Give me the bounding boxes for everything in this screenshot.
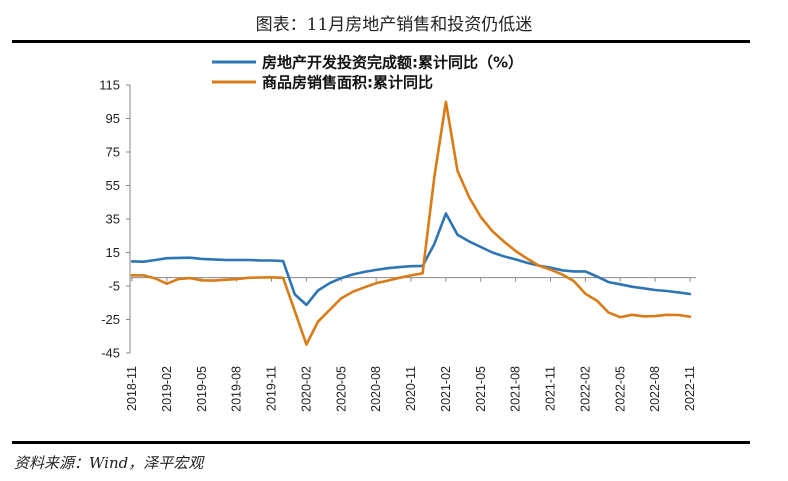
series-line-1 (130, 212, 692, 307)
legend: 房地产开发投资完成额:累计同比（%） 商品房销售面积:累计同比 (212, 54, 523, 92)
x-tick-label: 2018-11 (125, 366, 139, 411)
legend-label-1: 房地产开发投资完成额:累计同比（%） (262, 54, 523, 72)
x-tick-label: 2020-05 (334, 366, 348, 412)
series-group (130, 100, 692, 346)
x-tick-label: 2019-11 (265, 366, 279, 411)
x-tick-label: 2020-08 (369, 366, 383, 412)
x-tick-label: 2022-05 (613, 366, 627, 412)
y-tick-label: 35 (106, 212, 120, 227)
x-tick-label: 2022-08 (648, 366, 662, 412)
top-rule (12, 40, 750, 43)
x-tick-label: 2019-02 (160, 366, 174, 412)
x-tick-label: 2019-05 (195, 366, 209, 412)
x-tick-label: 2020-02 (299, 366, 313, 412)
x-tick-label: 2021-08 (509, 366, 523, 412)
y-axis: 115 95 75 55 35 15 -5 -25 -45 (99, 78, 131, 361)
x-axis: 2018-11 2019-02 2019-05 2019-08 2019-11 2020-… (125, 277, 697, 412)
legend-label-2: 商品房销售面积:累计同比 (262, 74, 433, 92)
x-tick-label: 2021-11 (544, 366, 558, 411)
x-tick-label: 2021-05 (474, 366, 488, 412)
y-tick-label: 95 (106, 111, 120, 126)
x-tick-label: 2019-08 (230, 366, 244, 412)
y-tick-label: 115 (99, 78, 120, 93)
x-tick-label: 2022-02 (578, 366, 592, 412)
y-tick-label: -5 (108, 279, 120, 294)
x-tick-label: 2020-11 (404, 366, 418, 411)
x-tick-label: 2021-02 (439, 366, 453, 412)
line-chart: 房地产开发投资完成额:累计同比（%） 商品房销售面积:累计同比 115 95 75 55… (99, 54, 697, 412)
bottom-rule (12, 441, 750, 444)
source-note: 资料来源：Wind，泽平宏观 (14, 454, 204, 472)
y-tick-label: -45 (101, 346, 120, 361)
y-tick-label: 55 (106, 178, 120, 193)
x-tick-label: 2022-11 (683, 366, 697, 411)
series-line-2 (130, 100, 692, 346)
chart-title: 图表：11月房地产销售和投资仍低迷 (255, 15, 533, 35)
y-tick-label: 15 (106, 245, 120, 260)
y-tick-label: 75 (106, 145, 120, 160)
y-tick-label: -25 (101, 312, 120, 327)
